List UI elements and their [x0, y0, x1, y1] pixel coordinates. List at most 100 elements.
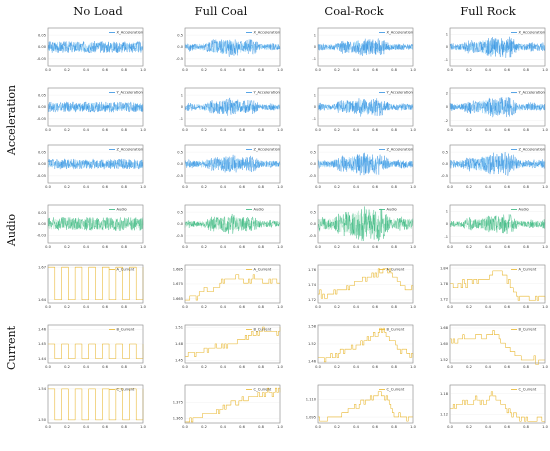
panel-r6-full-coal-legend-label: C_Current: [254, 388, 272, 392]
panel-r4-no-load-xtick-label-5: 1.0: [140, 305, 146, 309]
column-title-no-load: No Load: [73, 4, 123, 18]
panel-r6-coal-rock-xtick-label-3: 0.6: [372, 425, 378, 429]
panel-r3-full-rock-xtick-label-1: 0.2: [466, 245, 472, 249]
panel-r3-no-load-border: [47, 204, 144, 244]
panel-r4-full-coal-border: [184, 264, 281, 304]
panel-r4-coal-rock-ytick-label-2: 1.72: [308, 298, 316, 302]
panel-r0-full-coal-xtick-label-3: 0.6: [239, 68, 245, 72]
panel-r3-full-coal-xtick-label-1: 0.2: [201, 245, 207, 249]
panel-r5-full-rock-ytick-label-1: 1.60: [440, 342, 449, 346]
panel-r5-no-load-xtick-label-1: 0.2: [64, 365, 70, 369]
panel-r6-full-coal-border: [184, 384, 281, 424]
panel-r1-no-load: 0.05 0.00 -0.05 0.0 0.2 0.4 0.6 0.8 1.0 Y_Acceler…: [37, 87, 147, 132]
panel-r2-coal-rock-ytick-label-0: 0.5: [310, 150, 316, 154]
panel-r4-full-coal-xtick-label-0: 0.0: [182, 305, 188, 309]
panel-r5-full-coal-border: [184, 324, 281, 364]
panel-r5-full-coal-ytick-label-2: 1.45: [175, 358, 183, 362]
panel-r4-full-rock-ytick-label-0: 1.84: [440, 266, 449, 270]
panel-r0-full-coal-ytick-label-0: 0.5: [177, 33, 183, 37]
panel-r2-coal-rock-ytick-label-2: -0.5: [309, 174, 316, 178]
panel-r2-coal-rock-legend-label: Z_Acceleration: [387, 148, 414, 152]
panel-r4-coal-rock-xtick-label-0: 0.0: [315, 305, 321, 309]
panel-r5-no-load-xtick-label-2: 0.4: [83, 365, 89, 369]
panel-r3-full-rock-xtick-label-2: 0.4: [485, 245, 491, 249]
panel-r3-full-rock-border: [449, 204, 546, 244]
panel-r1-no-load-ytick-label-1: 0.00: [38, 105, 47, 109]
panel-r3-full-rock-xtick-label-3: 0.6: [504, 245, 510, 249]
panel-r3-full-coal-xtick-label-3: 0.6: [239, 245, 245, 249]
panel-r6-coal-rock-ytick-label-0: 1.110: [306, 397, 317, 401]
column-titles: No Load Full Coal Coal-Rock Full Rock: [73, 4, 516, 18]
panel-r2-coal-rock-trace: [317, 152, 414, 176]
panel-r0-coal-rock-xtick-label-1: 0.2: [334, 68, 340, 72]
panel-r4-full-coal-xtick-label-4: 0.8: [258, 305, 264, 309]
panel-r0-no-load-legend-label: X_Acceleration: [117, 31, 144, 35]
panel-r6-full-coal: 1.375 1.365 0.0 0.2 0.4 0.6 0.8 1.0 C_Current: [173, 384, 284, 429]
panel-r5-coal-rock-ytick-label-1: 1.52: [308, 342, 316, 346]
panel-r2-full-rock-xtick-label-1: 0.2: [466, 185, 472, 189]
panel-r6-coal-rock-xtick-label-5: 1.0: [410, 425, 416, 429]
panel-r3-full-coal-ytick-label-1: 0.0: [177, 222, 183, 226]
panel-r1-no-load-xtick-label-5: 1.0: [140, 128, 146, 132]
panel-r2-coal-rock-xtick-label-0: 0.0: [315, 185, 321, 189]
panel-r5-no-load-legend-label: B_Current: [117, 328, 135, 332]
panel-r1-full-coal-trace: [184, 97, 281, 116]
panel-r3-coal-rock-xtick-label-2: 0.4: [353, 245, 359, 249]
row-titles: Acceleration Audio Current: [5, 85, 18, 370]
panel-r4-no-load-ytick-label-1: 1.64: [38, 298, 47, 302]
panel-r0-no-load-xtick-label-4: 0.8: [121, 68, 127, 72]
panel-r3-full-rock-ytick-label-0: 1: [446, 210, 448, 214]
panel-r3-full-coal-xtick-label-5: 1.0: [277, 245, 283, 249]
panel-r5-full-rock-ytick-label-2: 1.52: [440, 358, 448, 362]
panel-r6-full-coal-xtick-label-1: 0.2: [201, 425, 207, 429]
panel-r4-full-rock-ytick-label-1: 1.78: [440, 282, 449, 286]
panel-r4-full-coal: 1.685 1.675 1.665 0.0 0.2 0.4 0.6 0.8 1.0 A_Curre…: [173, 264, 284, 309]
panel-r4-no-load-xtick-label-3: 0.6: [102, 305, 108, 309]
panel-r5-full-rock-xtick-label-1: 0.2: [466, 365, 472, 369]
panel-r1-full-coal-xtick-label-1: 0.2: [201, 128, 207, 132]
panel-r1-full-coal-xtick-label-3: 0.6: [239, 128, 245, 132]
panel-r1-full-rock-ytick-label-1: 0: [446, 105, 449, 109]
panel-r4-coal-rock-xtick-label-5: 1.0: [410, 305, 416, 309]
panel-r1-full-coal-xtick-label-4: 0.8: [258, 128, 264, 132]
panel-r0-full-coal-trace: [184, 39, 281, 58]
panel-r6-full-rock-xtick-label-3: 0.6: [504, 425, 510, 429]
panel-r5-coal-rock-ytick-label-2: 1.46: [308, 360, 317, 364]
panel-r2-full-coal-xtick-label-0: 0.0: [182, 185, 188, 189]
panel-r5-full-coal-xtick-label-3: 0.6: [239, 365, 245, 369]
panel-r1-full-rock-trace: [449, 96, 546, 118]
panel-r2-full-coal-xtick-label-1: 0.2: [201, 185, 207, 189]
panel-r6-no-load-xtick-label-1: 0.2: [64, 425, 70, 429]
panel-r5-full-rock-legend-label: B_Current: [519, 328, 537, 332]
panel-r4-coal-rock-ytick-label-1: 1.74: [308, 283, 317, 287]
panel-r3-full-rock-xtick-label-0: 0.0: [447, 245, 453, 249]
panel-r4-full-coal-xtick-label-2: 0.4: [220, 305, 226, 309]
panel-r0-coal-rock-xtick-label-2: 0.4: [353, 68, 359, 72]
panel-r3-coal-rock-trace: [317, 206, 414, 242]
panel-r2-full-rock-xtick-label-3: 0.6: [504, 185, 510, 189]
panel-r5-full-rock-xtick-label-4: 0.8: [523, 365, 529, 369]
panel-r2-full-rock-xtick-label-2: 0.4: [485, 185, 491, 189]
panel-r2-full-coal-border: [184, 144, 281, 184]
panel-r2-full-rock-ytick-label-1: 0.0: [442, 162, 448, 166]
panel-r3-full-coal-trace: [184, 213, 281, 234]
panel-r6-no-load-legend-label: C_Current: [117, 388, 135, 392]
panel-r0-full-rock-xtick-label-3: 0.6: [504, 68, 510, 72]
panel-r5-full-rock-trace: [450, 330, 545, 365]
panel-r6-full-coal-frame: [184, 384, 281, 424]
panel-r2-full-rock-xtick-label-4: 0.8: [523, 185, 529, 189]
panel-r1-coal-rock-xtick-label-1: 0.2: [334, 128, 340, 132]
panel-r6-full-rock-xtick-label-5: 1.0: [542, 425, 548, 429]
panel-r2-full-rock-border: [449, 144, 546, 184]
panel-r5-coal-rock-xtick-label-4: 0.8: [391, 365, 397, 369]
panel-r0-coal-rock-xtick-label-0: 0.0: [315, 68, 321, 72]
panel-r0-full-rock-xtick-label-1: 0.2: [466, 68, 472, 72]
panel-r3-no-load-xtick-label-1: 0.2: [64, 245, 70, 249]
panel-r1-coal-rock-legend-label: Y_Acceleration: [387, 91, 413, 95]
panel-r4-full-rock-xtick-label-0: 0.0: [447, 305, 453, 309]
panel-r3-no-load-xtick-label-3: 0.6: [102, 245, 108, 249]
panel-r0-full-rock-trace: [449, 36, 546, 59]
panel-r2-no-load-xtick-label-3: 0.6: [102, 185, 108, 189]
panel-r2-coal-rock: 0.5 0.0 -0.5 0.0 0.2 0.4 0.6 0.8 1.0 Z_Accelerati…: [309, 144, 417, 189]
